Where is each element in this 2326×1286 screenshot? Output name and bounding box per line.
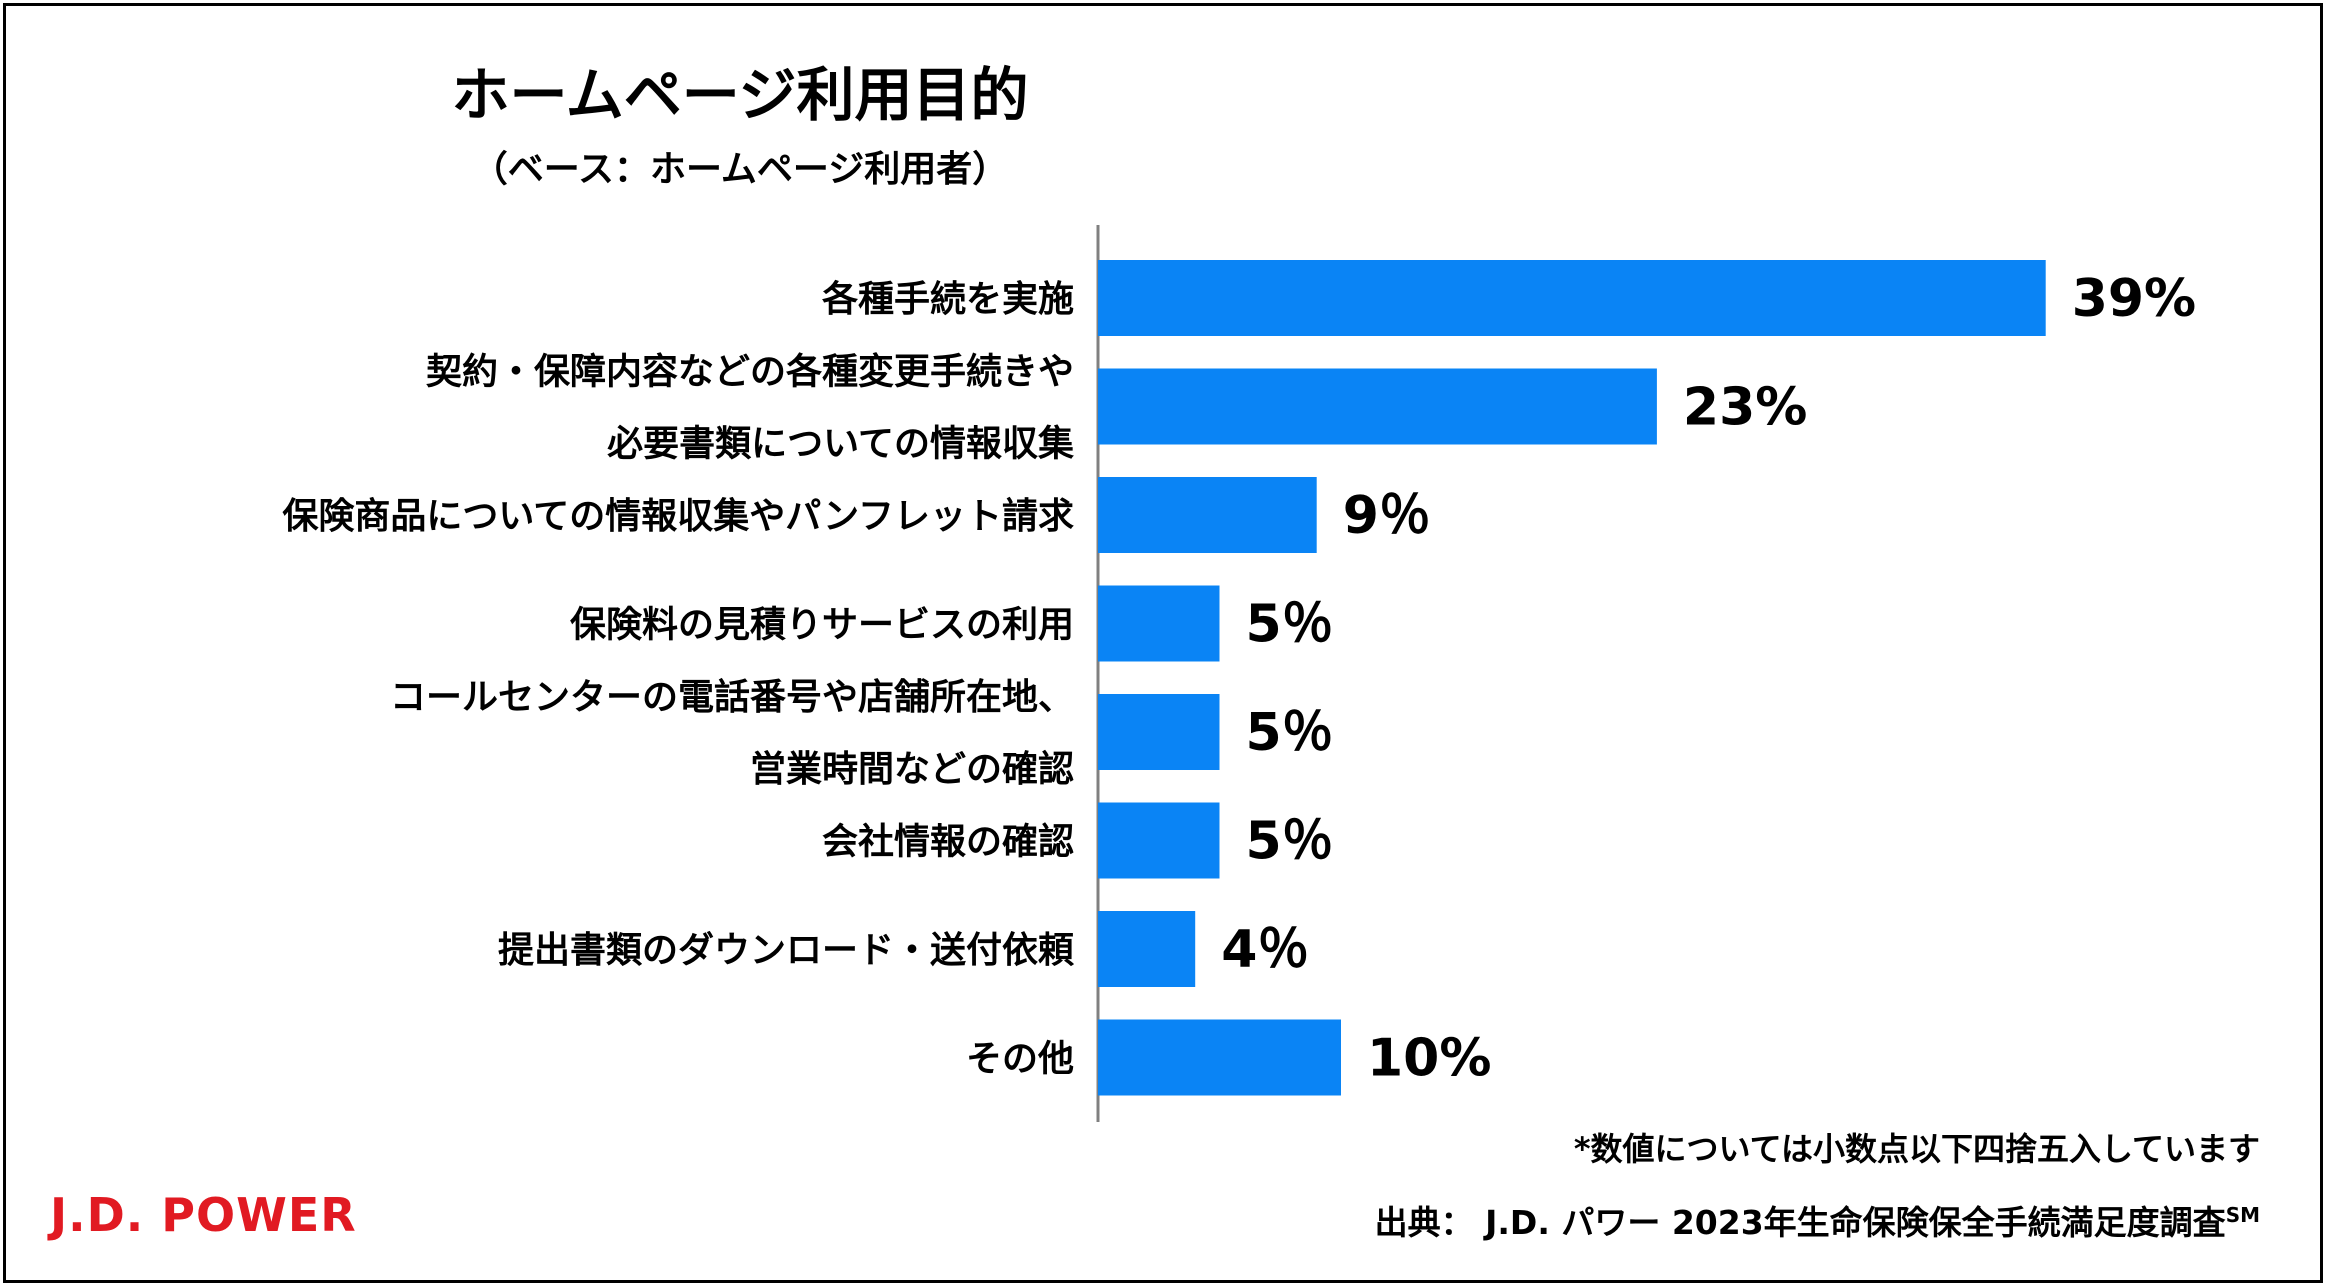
service-mark: SM — [2225, 1203, 2260, 1227]
category-label-0-0: 各種手続を実施 — [822, 279, 1074, 320]
value-label-3: 5％ — [1246, 595, 1334, 655]
bar-4 — [1098, 694, 1220, 770]
value-label-1: 23% — [1683, 378, 1807, 438]
category-label-1-0: 契約・保障内容などの各種変更手続きや — [426, 351, 1074, 393]
category-label-4-1: 営業時間などの確認 — [750, 749, 1074, 790]
value-label-0: 39% — [2072, 269, 2196, 329]
bar-6 — [1098, 911, 1196, 987]
jd-power-logo: J.D. POWER — [50, 1188, 357, 1242]
bar-3 — [1098, 585, 1220, 662]
bar-0 — [1098, 260, 2046, 336]
rounding-note: *数値については小数点以下四捨五入しています — [1573, 1130, 2260, 1168]
bar-7 — [1098, 1019, 1341, 1096]
value-label-4: 5％ — [1246, 703, 1334, 763]
category-label-7-0: その他 — [966, 1039, 1074, 1080]
category-label-2-0: 保険商品についての情報収集やパンフレット請求 — [282, 496, 1074, 537]
bar-2 — [1098, 477, 1317, 553]
category-label-3-0: 保険料の見積りサービスの利用 — [570, 605, 1074, 646]
chart-subtitle: （ベース：ホームページ利用者） — [471, 149, 1009, 190]
bar-1 — [1098, 368, 1657, 445]
source-credit: 出典： J.D. パワー 2023年生命保険保全手続満足度調査SM — [1375, 1196, 2260, 1244]
value-label-2: 9％ — [1343, 486, 1431, 546]
source-text: 出典： J.D. パワー 2023年生命保険保全手続満足度調査 — [1374, 1203, 2226, 1242]
bar-5 — [1098, 802, 1220, 879]
category-label-4-0: コールセンターの電話番号や店舗所在地、 — [390, 677, 1074, 718]
value-label-7: 10% — [1367, 1029, 1491, 1089]
value-label-6: 4％ — [1221, 920, 1309, 980]
value-label-5: 5％ — [1246, 812, 1334, 872]
category-label-5-0: 会社情報の確認 — [822, 822, 1074, 863]
category-label-6-0: 提出書類のダウンロード・送付依頼 — [498, 930, 1075, 971]
chart-frame — [3, 3, 2323, 1283]
category-label-1-1: 必要書類についての情報収集 — [607, 424, 1074, 465]
chart-title: ホームページ利用目的 — [451, 61, 1029, 129]
